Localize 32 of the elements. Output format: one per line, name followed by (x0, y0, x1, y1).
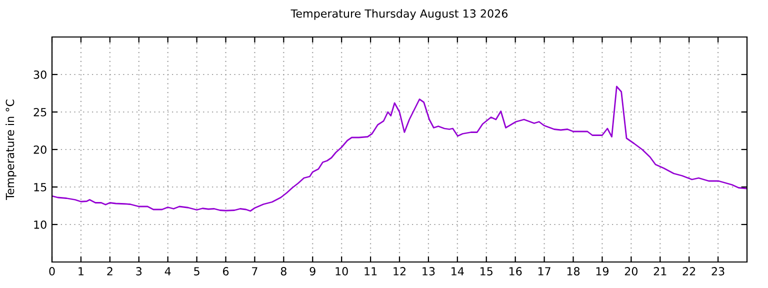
x-tick-label: 13 (422, 267, 435, 276)
x-tick-label: 15 (480, 267, 492, 276)
x-tick-label: 10 (336, 267, 348, 276)
x-tick-label: 7 (252, 267, 258, 276)
x-tick-label: 19 (596, 267, 608, 276)
x-tick-label: 9 (310, 267, 316, 276)
chart-title: Temperature Thursday August 13 2026 (290, 9, 508, 20)
y-tick-label: 25 (34, 108, 46, 116)
x-tick-label: 11 (364, 267, 377, 276)
x-tick-label: 18 (567, 267, 580, 276)
x-tick-label: 17 (538, 267, 550, 276)
y-tick-label: 20 (34, 145, 46, 154)
x-tick-label: 12 (394, 267, 406, 276)
x-tick-label: 2 (107, 267, 112, 276)
x-tick-label: 8 (280, 267, 286, 276)
x-tick-label: 1 (78, 267, 84, 276)
x-tick-label: 3 (136, 267, 142, 276)
x-tick-label: 5 (194, 267, 200, 276)
x-tick-label: 4 (164, 267, 171, 276)
line-series (52, 86, 747, 212)
x-tick-label: 16 (509, 267, 522, 276)
x-tick-label: 14 (452, 267, 464, 276)
x-tick-label: 0 (49, 267, 55, 276)
x-tick-label: 21 (654, 267, 666, 276)
y-tick-label: 10 (34, 220, 46, 229)
y-tick-label: 30 (34, 70, 46, 79)
x-tick-label: 6 (222, 267, 229, 276)
y-tick-label: 15 (34, 183, 46, 192)
x-tick-label: 20 (624, 267, 638, 276)
y-axis-title: Temperature in °C (6, 100, 16, 200)
x-tick-label: 23 (712, 267, 724, 276)
x-tick-label: 22 (682, 267, 696, 276)
